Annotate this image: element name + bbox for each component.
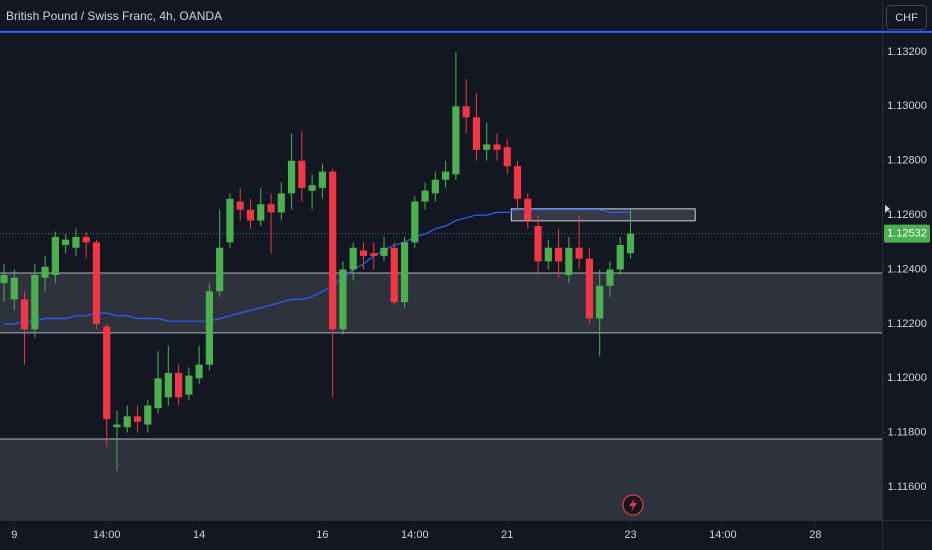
x-tick-label: 28 (809, 529, 821, 541)
candle-body (339, 269, 347, 330)
y-tick-label: 1.12800 (887, 155, 927, 167)
candle-body (175, 372, 183, 398)
x-tick-label: 14:00 (93, 529, 121, 541)
candle-body (51, 236, 59, 275)
candle-body (462, 106, 470, 118)
candle-body (606, 269, 614, 286)
y-tick-label: 1.12000 (887, 372, 927, 384)
candle-body (113, 424, 121, 428)
y-tick-label: 1.12200 (887, 318, 927, 330)
candle-body (565, 247, 573, 275)
candle-body (133, 416, 142, 422)
candle-body (287, 160, 296, 194)
candle-body (41, 266, 49, 278)
y-tick-label: 1.12400 (887, 263, 927, 275)
candle-body (370, 253, 378, 256)
price-arrow (885, 204, 890, 213)
candle-body (380, 247, 388, 256)
candle-body (329, 171, 337, 330)
candle-body (400, 242, 409, 303)
candle-body (277, 193, 285, 213)
candle-body (0, 274, 8, 284)
candle-body (554, 247, 563, 262)
candle-body (585, 258, 593, 319)
candle-body (616, 245, 624, 270)
currency-button[interactable] (886, 5, 927, 30)
candle-body (359, 250, 368, 256)
candle-body (575, 247, 583, 259)
resistance-box (510, 208, 696, 222)
candle-body (185, 375, 193, 395)
candle-body (103, 326, 111, 420)
candle-body (154, 378, 162, 409)
price-tag-label: 1.12532 (887, 228, 927, 240)
candle-body (216, 247, 224, 292)
candle-body (411, 201, 419, 243)
candle-body (10, 277, 18, 300)
candle-body (72, 236, 80, 248)
chart-title: British Pound / Swiss Franc, 4h, OANDA (6, 9, 222, 23)
candle-body (82, 236, 90, 243)
candle-body (236, 201, 244, 210)
candle-body (164, 372, 172, 398)
x-tick-label: 23 (624, 529, 636, 541)
candle-body (544, 247, 552, 262)
candle-body (267, 204, 275, 213)
candle-body (349, 247, 357, 270)
candle-body (318, 171, 326, 188)
y-tick-label: 1.11800 (888, 427, 927, 439)
lightning-icon[interactable] (622, 494, 644, 516)
candle-body (626, 233, 635, 254)
x-tick-label: 14:00 (709, 529, 737, 541)
candle-body (31, 274, 39, 330)
candle-body (513, 166, 522, 199)
x-tick-label: 9 (11, 529, 17, 541)
x-tick-label: 14 (193, 529, 205, 541)
y-tick-label: 1.13000 (887, 100, 927, 112)
candle-body (144, 405, 152, 425)
candle-body (431, 179, 439, 194)
candle-body (123, 416, 131, 428)
y-tick-label: 1.11600 (888, 481, 927, 493)
support-zone (0, 273, 882, 333)
candle-body (195, 364, 203, 379)
candle-body (524, 198, 532, 221)
price-tag (884, 224, 930, 243)
candle-body (421, 190, 429, 202)
x-tick-label: 21 (501, 529, 513, 541)
candle-body (596, 285, 604, 319)
candle-body (226, 198, 234, 243)
currency-label[interactable]: CHF (895, 12, 918, 24)
support-zone (0, 438, 882, 520)
x-tick-label: 14:00 (401, 529, 429, 541)
candle-body (205, 291, 214, 365)
candle-body (452, 106, 460, 175)
candle-body (20, 299, 29, 330)
candle-body (246, 209, 255, 221)
candle-body (62, 239, 70, 246)
candle-body (472, 117, 481, 150)
candle-body (92, 242, 101, 324)
candle-body (503, 147, 511, 167)
y-tick-label: 1.12600 (887, 209, 927, 221)
x-tick-label: 16 (316, 529, 328, 541)
candle-body (390, 247, 398, 303)
candle-body (257, 204, 265, 221)
candle-body (493, 144, 501, 150)
candle-body (534, 226, 542, 262)
candle-body (298, 160, 306, 188)
candle-body (308, 185, 316, 191)
candle-body (483, 144, 491, 150)
candle-body (442, 171, 450, 180)
y-tick-label: 1.13200 (887, 46, 927, 58)
